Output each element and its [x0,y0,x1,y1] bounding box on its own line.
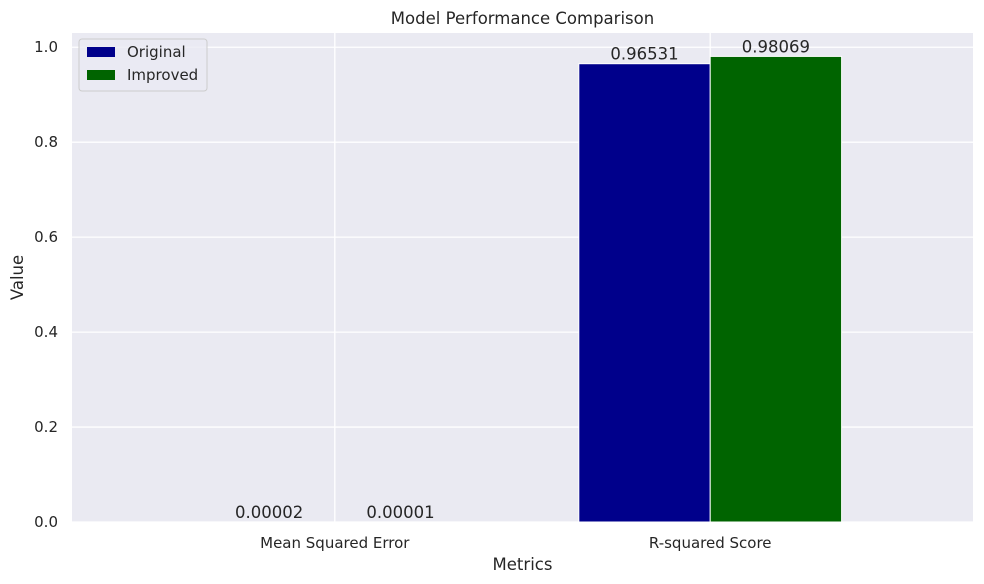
x-axis-ticks: Mean Squared Error R-squared Score [260,534,771,552]
data-label: 0.98069 [742,37,810,56]
legend-label: Improved [127,66,198,84]
y-axis-title: Value [8,255,27,300]
y-tick-label: 0.4 [34,323,58,341]
y-tick-label: 0.0 [34,513,58,531]
legend-swatch [87,47,115,57]
bar-original-1 [578,63,711,523]
x-tick-label: Mean Squared Error [260,534,410,552]
x-axis-title: Metrics [493,555,553,574]
legend-swatch [87,70,115,80]
data-label: 0.00002 [235,503,303,522]
x-tick-label: R-squared Score [649,534,772,552]
y-axis-ticks: 0.0 0.2 0.4 0.6 0.8 1.0 [34,38,58,531]
y-tick-label: 0.8 [34,133,58,151]
y-tick-label: 0.6 [34,228,58,246]
y-tick-label: 0.2 [34,418,58,436]
legend-label: Original [127,43,186,61]
data-labels: 0.00002 0.96531 0.00001 0.98069 [235,37,810,522]
legend: Original Improved [78,38,208,92]
chart-title: Model Performance Comparison [391,9,654,28]
bar-improved-1 [709,55,843,523]
data-label: 0.00001 [366,503,434,522]
bars [202,55,843,523]
y-tick-label: 1.0 [34,38,58,56]
data-label: 0.96531 [610,45,678,64]
